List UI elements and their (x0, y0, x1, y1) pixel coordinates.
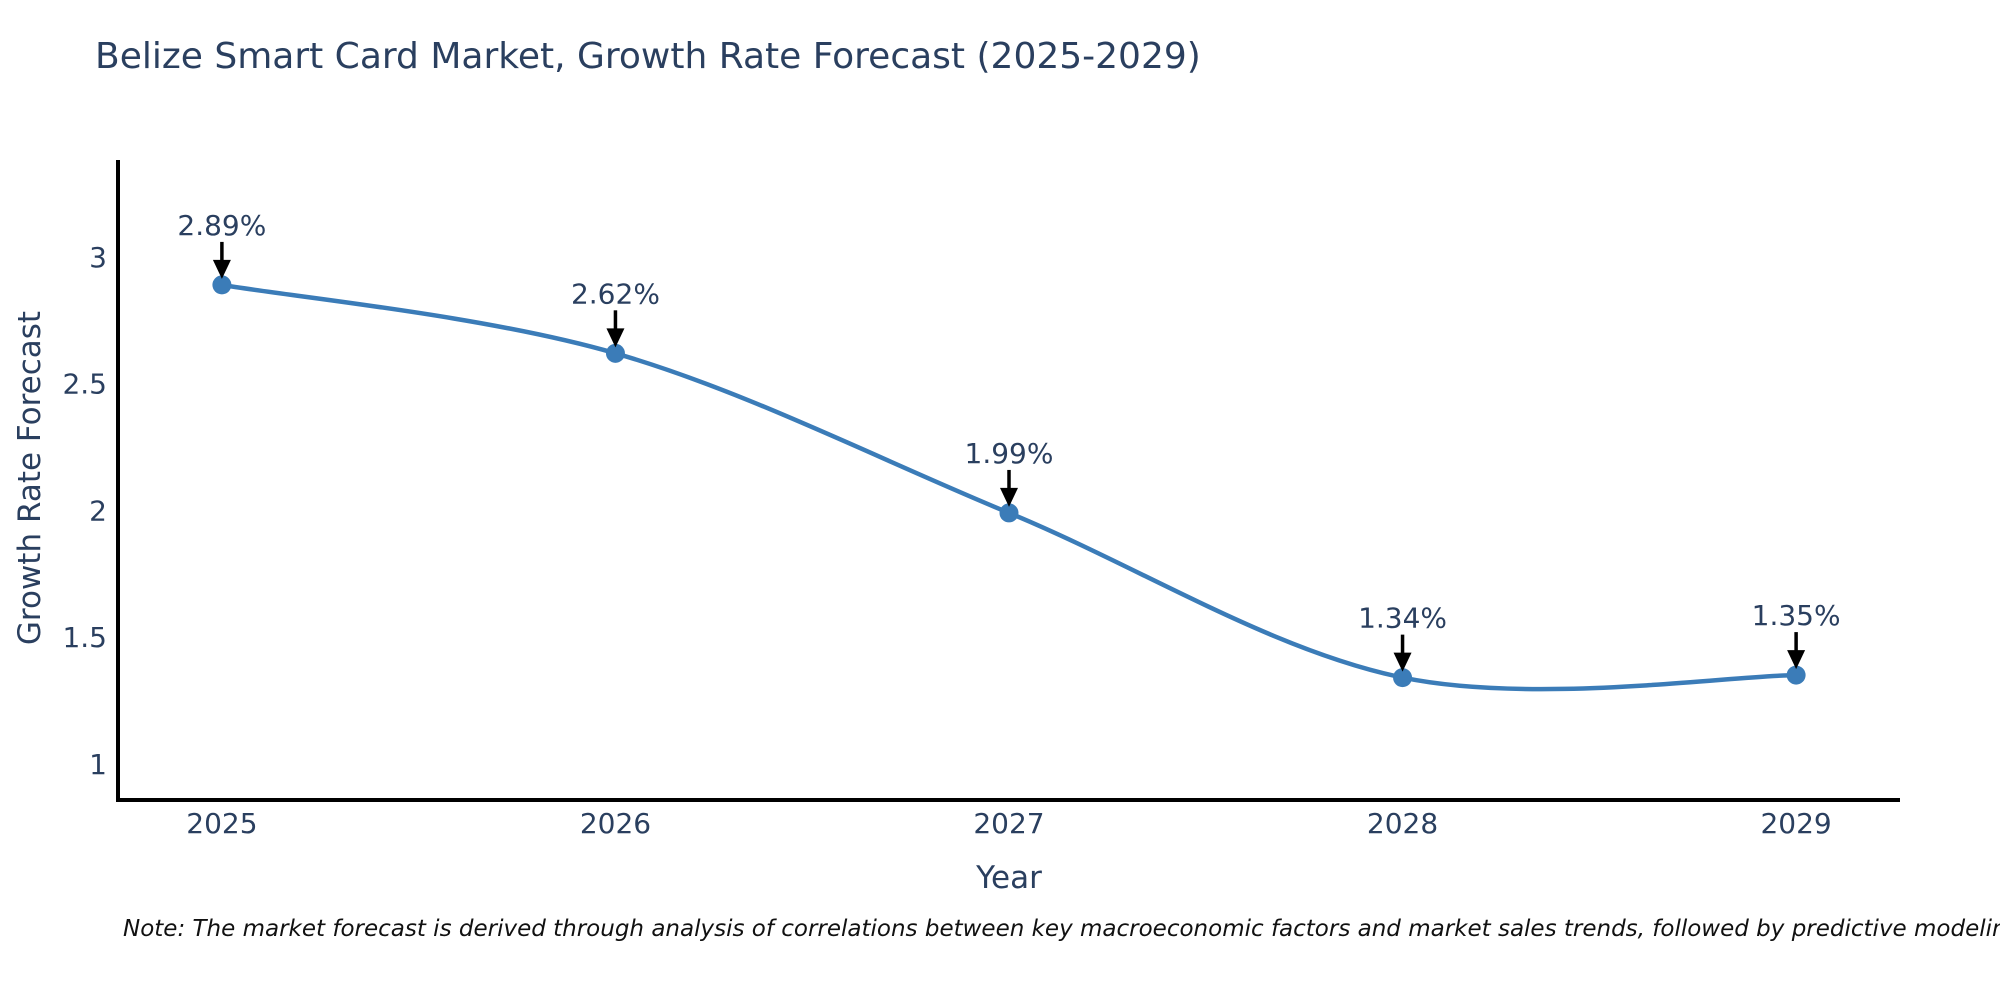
data-point[interactable] (605, 343, 625, 363)
y-tick-label: 2.5 (62, 368, 107, 401)
y-tick-label: 2 (89, 494, 107, 527)
data-point[interactable] (999, 503, 1019, 523)
annotation-arrow-head (1000, 487, 1018, 507)
x-axis-title: Year (976, 860, 1042, 896)
point-value-label: 2.62% (571, 277, 660, 310)
x-tick-label: 2025 (186, 807, 257, 840)
x-tick-label: 2026 (580, 807, 651, 840)
annotation-arrow-head (1787, 650, 1806, 670)
data-point[interactable] (1786, 665, 1806, 685)
x-tick-label: 2027 (973, 807, 1044, 840)
x-tick-label: 2028 (1367, 807, 1438, 840)
annotation-arrow-head (212, 259, 231, 279)
y-tick-label: 1.5 (62, 621, 107, 654)
point-value-label: 1.99% (965, 437, 1054, 470)
y-tick-label: 1 (89, 748, 107, 781)
point-value-label: 1.35% (1752, 599, 1841, 632)
data-point[interactable] (1393, 668, 1413, 688)
chart-title: Belize Smart Card Market, Growth Rate Fo… (95, 36, 1201, 77)
data-point[interactable] (212, 275, 232, 295)
point-value-label: 2.89% (177, 209, 266, 242)
x-tick-label: 2029 (1760, 807, 1831, 840)
y-tick-label: 3 (89, 241, 107, 274)
annotation-arrow-head (1393, 652, 1412, 672)
annotation-arrow-head (606, 328, 625, 348)
footnote: Note: The market forecast is derived thr… (123, 916, 2000, 942)
point-value-label: 1.34% (1358, 602, 1447, 635)
